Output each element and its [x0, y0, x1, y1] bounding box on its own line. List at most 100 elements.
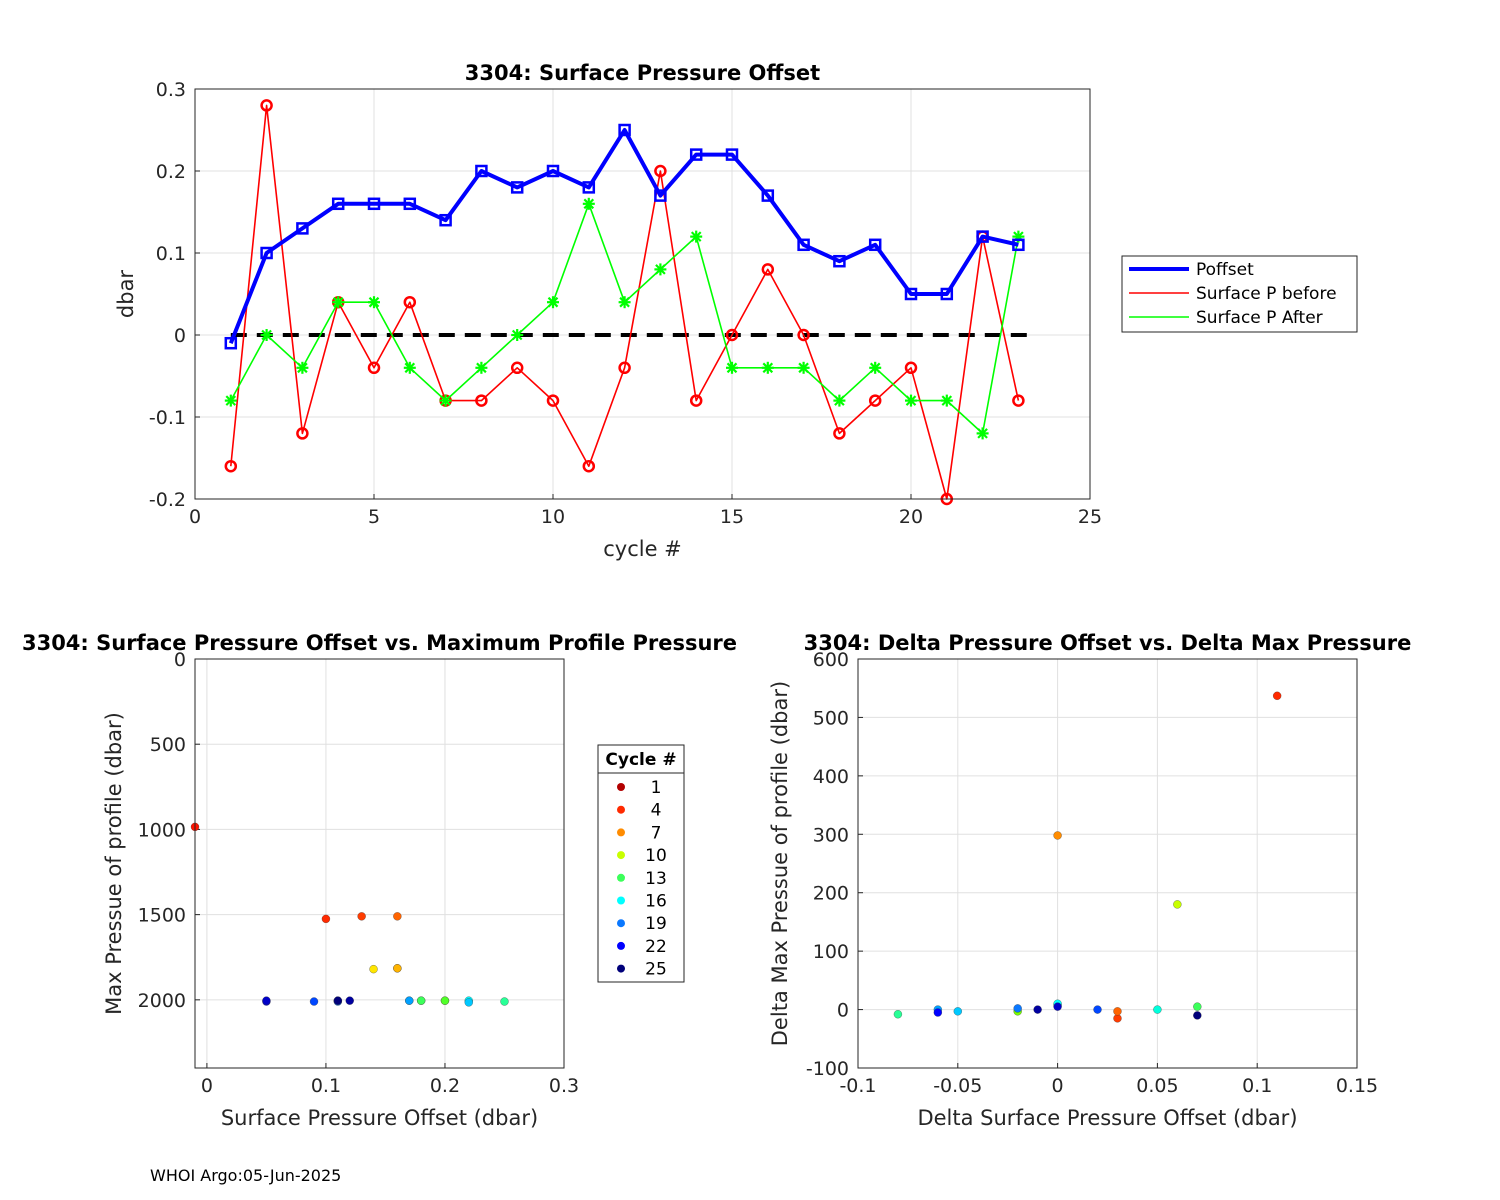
br-x-tick-label: 0.05	[1136, 1075, 1178, 1097]
br-x-tick-label: 0	[1052, 1075, 1064, 1097]
br-points	[893, 691, 1282, 1023]
cycle-legend-label: 10	[645, 846, 667, 866]
delta-offset-vs-delta-maxp-point	[1093, 1005, 1102, 1014]
top-x-tick-label: 20	[899, 506, 923, 528]
star-stroke	[798, 362, 809, 374]
cycle-legend-label: 22	[645, 937, 667, 957]
cycle-legend-marker	[617, 851, 625, 860]
surface-p-before-point	[546, 394, 560, 407]
offset-vs-maxp-point	[417, 996, 426, 1005]
top-x-tick-label: 5	[368, 506, 380, 528]
offset-vs-maxp-point	[369, 965, 378, 974]
surface-p-after-point	[511, 329, 524, 341]
br-x-tick-label: -0.1	[839, 1075, 876, 1097]
br-title: 3304: Delta Pressure Offset vs. Delta Ma…	[804, 631, 1412, 655]
surface-p-before-point	[618, 361, 631, 375]
surface-p-before-point	[224, 459, 238, 473]
star-stroke	[762, 362, 774, 374]
cycle-legend-label: 16	[645, 892, 667, 912]
star-stroke	[368, 296, 380, 308]
star-stroke	[511, 329, 523, 341]
star-stroke	[261, 329, 272, 341]
br-y-tick-label: 300	[813, 824, 849, 846]
delta-offset-vs-delta-maxp-point	[1013, 1004, 1022, 1013]
cycle-legend-marker	[617, 783, 625, 791]
br-plot-area	[858, 659, 1357, 1068]
star-stroke	[726, 362, 738, 374]
star-stroke	[404, 362, 416, 374]
top-axes-border	[194, 88, 1091, 500]
bl-y-axis-label: Max Pressue of profile (dbar)	[102, 712, 126, 1015]
surface-p-after-point	[833, 394, 846, 407]
surface-p-after-point	[940, 394, 953, 407]
top-x-tick-label: 10	[541, 506, 565, 528]
star-stroke	[332, 296, 344, 308]
poffset-point	[725, 148, 739, 161]
delta-offset-vs-delta-maxp-point	[933, 1008, 942, 1017]
delta-offset-vs-delta-maxp-point	[1153, 1005, 1162, 1014]
top-legend: Poffset Surface P before Surface P After	[1121, 255, 1358, 333]
poffset-point	[618, 123, 631, 137]
poffset-point	[1012, 238, 1025, 252]
surface-p-before-point	[833, 427, 846, 440]
star-stroke	[476, 362, 487, 374]
cycle-legend-label: 7	[651, 823, 662, 843]
star-stroke	[977, 428, 988, 439]
top-x-tick-label: 0	[189, 506, 201, 528]
cycle-legend-box	[597, 744, 685, 983]
br-y-tick-label: -100	[806, 1058, 849, 1080]
delta-offset-vs-delta-maxp-point	[893, 1010, 903, 1019]
legend-label-surface-p-after: Surface P After	[1196, 308, 1323, 328]
star-stroke	[834, 395, 845, 406]
surface-p-before-point	[260, 99, 273, 112]
bl-x-tick-label: 0	[201, 1075, 213, 1097]
star-stroke	[583, 198, 595, 210]
bl-points	[190, 822, 509, 1007]
bl-title: 3304: Surface Pressure Offset vs. Maximu…	[22, 631, 737, 655]
cycle-legend-label: 13	[645, 869, 667, 889]
br-y-axis-label: Delta Max Pressue of profile (dbar)	[768, 681, 792, 1046]
surface-p-before-point	[403, 295, 417, 309]
br-x-tick-label: 0.1	[1242, 1075, 1272, 1097]
bl-axes-border	[194, 658, 565, 1069]
bl-y-tick-label: 1000	[138, 819, 186, 841]
surface-p-before-point	[868, 394, 882, 407]
top-y-tick-label: 0	[174, 325, 186, 347]
star-stroke	[869, 362, 881, 374]
br-x-tick-label: 0.15	[1336, 1075, 1378, 1097]
surface-p-before-point	[367, 361, 381, 375]
surface-p-after-point	[403, 361, 416, 374]
surface-p-after-point	[296, 361, 309, 374]
delta-offset-vs-delta-maxp-point	[1193, 1002, 1202, 1011]
delta-offset-vs-delta-maxp-point	[1033, 1005, 1042, 1014]
offset-vs-maxp-point	[333, 996, 342, 1005]
offset-vs-maxp-point	[464, 998, 473, 1007]
delta-offset-vs-delta-maxp-point	[953, 1007, 962, 1016]
poffset-point	[797, 238, 810, 252]
poffset-point	[403, 197, 417, 211]
cycle-legend-marker	[617, 941, 625, 950]
bl-x-tick-label: 0.3	[549, 1075, 579, 1097]
star-stroke	[547, 296, 559, 308]
top-y-tick-label: 0.3	[156, 79, 186, 101]
star-stroke	[297, 362, 308, 374]
surface-p-after-point	[797, 361, 810, 374]
poffset-point	[976, 230, 989, 243]
surface-p-after-point	[761, 361, 774, 374]
cycle-legend-marker	[617, 919, 625, 928]
offset-vs-maxp-point	[357, 912, 366, 921]
surface-p-before-point	[475, 394, 488, 407]
surface-p-before-point	[689, 394, 703, 407]
poffset-point	[439, 213, 452, 227]
cycle-legend-label: 19	[645, 914, 667, 934]
br-y-tick-label: 400	[813, 766, 849, 788]
poffset-point	[260, 246, 273, 260]
bl-x-tick-label: 0.1	[311, 1075, 341, 1097]
star-stroke	[655, 264, 666, 275]
surface-p-before-point	[296, 427, 309, 440]
surface-p-after-point	[976, 427, 989, 440]
bl-y-tick-label: 500	[150, 734, 186, 756]
poffset-point	[331, 197, 345, 211]
cycle-legend-marker	[617, 828, 625, 837]
